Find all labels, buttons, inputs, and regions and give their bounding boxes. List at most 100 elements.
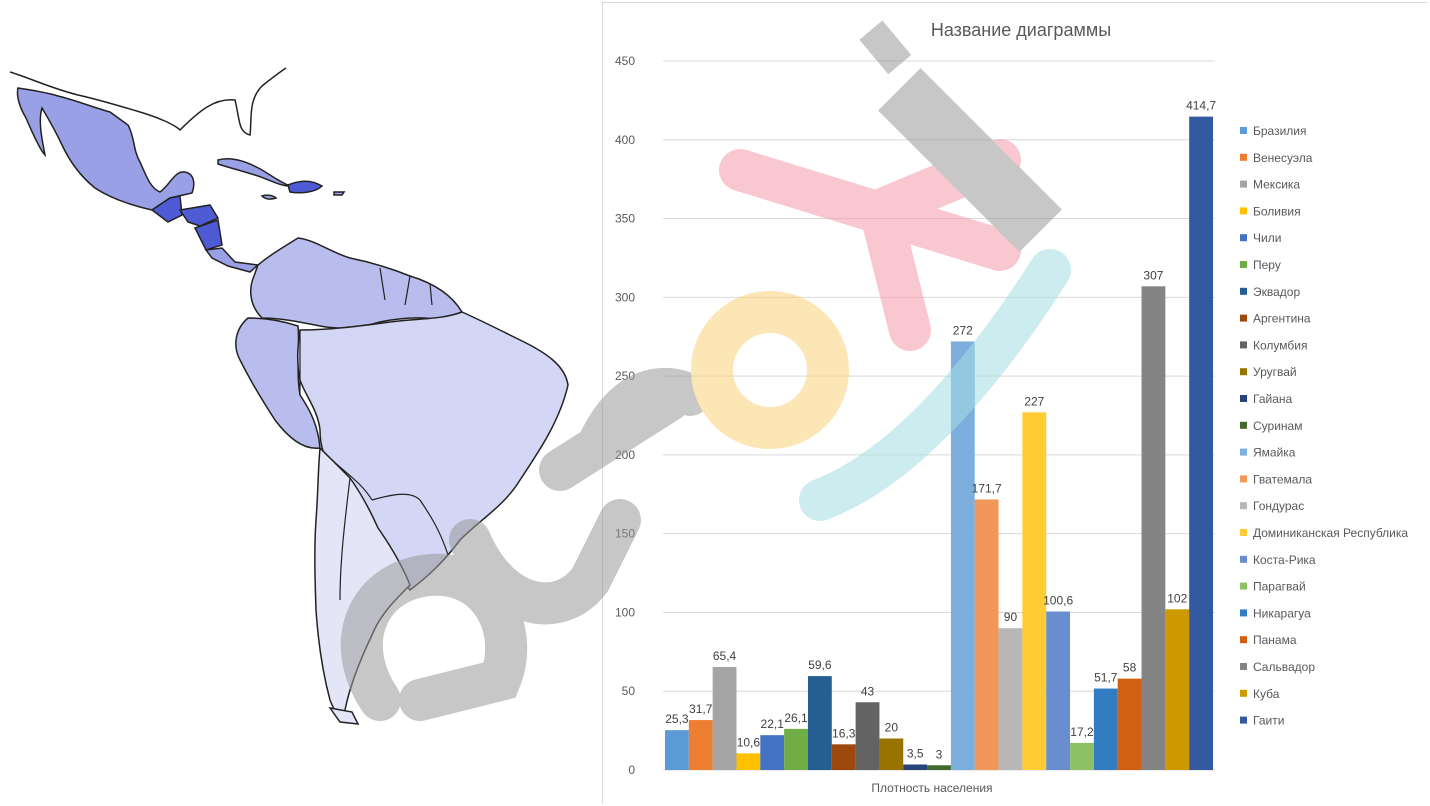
data-label: 51,7: [1094, 671, 1118, 685]
legend-swatch: [1240, 448, 1247, 456]
region-puerto-rico: [333, 191, 346, 196]
legend-swatch: [1240, 689, 1247, 697]
legend-swatch: [1240, 153, 1247, 161]
data-labels: 25,331,7 65,4 10,622,1 26,1 59,6 16,3 43 20 3,5 3…: [665, 99, 1216, 762]
legend-entry: Венесуэла: [1253, 151, 1313, 165]
latin-america-map: [9, 67, 569, 725]
region-hispaniola: [287, 180, 324, 194]
legend-swatch: [1240, 609, 1247, 617]
legend-swatch: [1240, 127, 1247, 134]
legend-swatch: [1240, 421, 1247, 429]
bar: [688, 720, 713, 770]
bar: [950, 341, 975, 770]
legend-entry: Мексика: [1253, 178, 1300, 192]
y-tick-label: 100: [615, 605, 635, 619]
data-label: 90: [1004, 610, 1018, 624]
data-label: 58: [1123, 661, 1137, 675]
data-label: 10,6: [737, 735, 761, 749]
legend-swatch: [1240, 180, 1247, 188]
legend-entry: Бразилия: [1253, 124, 1307, 138]
legend-entry: Парагвай: [1253, 580, 1306, 594]
data-label: 227: [1024, 394, 1044, 408]
legend-swatch: [1240, 207, 1247, 215]
legend-entry: Никарагуа: [1253, 606, 1311, 620]
y-tick-label: 350: [615, 212, 635, 226]
bar: [855, 702, 880, 770]
data-label: 59,6: [808, 658, 832, 672]
legend-entry: Колумбия: [1253, 338, 1307, 352]
region-nicaragua: [193, 218, 223, 251]
data-label: 20: [885, 720, 899, 734]
data-label: 26,1: [784, 711, 808, 725]
bar: [784, 728, 808, 770]
bar: [760, 735, 785, 770]
legend-swatch: [1240, 287, 1247, 295]
y-tick-label: 250: [615, 369, 635, 383]
legend-swatch: [1240, 529, 1247, 536]
legend-entry: Чили: [1253, 231, 1281, 245]
region-mexico: [16, 87, 195, 211]
legend-swatch: [1240, 555, 1247, 563]
legend-swatch: [1240, 663, 1247, 670]
legend-entry: Коста-Рика: [1253, 553, 1316, 567]
bar: [1070, 742, 1094, 770]
bar: [665, 730, 689, 770]
y-axis-ticks: 0 50 100 150 200 250 300 350 400 450: [615, 54, 635, 777]
y-tick-label: 50: [622, 684, 636, 698]
data-label: 3: [936, 747, 943, 761]
chart-title: Название диаграммы: [931, 20, 1111, 40]
region-jamaica: [260, 194, 278, 200]
legend-entry: Эквадор: [1253, 285, 1300, 299]
bar: [879, 738, 904, 770]
data-label: 31,7: [689, 702, 713, 716]
legend-swatch: [1240, 395, 1247, 402]
legend-swatch: [1240, 475, 1247, 483]
legend-swatch: [1240, 261, 1247, 268]
legend-entry: Перу: [1253, 258, 1281, 272]
data-label: 100,6: [1043, 593, 1073, 607]
legend: Бразилия Венесуэла Мексика Боливия Чили Перу Э…: [1240, 124, 1408, 728]
bar: [1117, 678, 1142, 770]
bar: [807, 676, 832, 770]
legend-entry: Гватемала: [1253, 472, 1312, 486]
legend-entry: Суринам: [1253, 419, 1302, 433]
bar: [1141, 286, 1166, 770]
legend-entry: Гайана: [1253, 392, 1293, 406]
data-label: 414,7: [1186, 99, 1216, 113]
bar: [927, 765, 951, 770]
data-label: 43: [861, 684, 875, 698]
legend-swatch: [1240, 502, 1247, 510]
north-coastline: [9, 67, 287, 136]
legend-entry: Уругвай: [1253, 365, 1297, 379]
legend-swatch: [1240, 234, 1247, 242]
data-label: 22,1: [761, 717, 785, 731]
bar: [903, 764, 928, 770]
legend-entry: Сальвадор: [1253, 660, 1315, 674]
data-label: 3,5: [907, 746, 924, 760]
legend-entry: Куба: [1253, 687, 1280, 701]
region-honduras: [178, 204, 220, 227]
legend-swatch: [1240, 582, 1247, 590]
legend-entry: Панама: [1253, 633, 1297, 647]
data-label: 16,3: [832, 726, 856, 740]
bar: [831, 744, 856, 770]
bar: [1189, 116, 1213, 770]
legend-swatch: [1240, 314, 1247, 322]
bar: [974, 499, 999, 770]
density-bar-chart: Название диаграммы 0 50 100 150 200 250 300 350…: [615, 20, 1408, 795]
y-tick-label: 450: [615, 54, 635, 68]
legend-swatch: [1240, 636, 1247, 644]
bar: [1046, 611, 1071, 770]
data-label: 272: [953, 323, 973, 337]
legend-entry: Аргентина: [1253, 312, 1311, 326]
y-tick-label: 400: [615, 133, 635, 147]
data-label: 25,3: [665, 712, 689, 726]
legend-entry: Ямайка: [1253, 446, 1296, 460]
data-label: 17,2: [1070, 725, 1094, 739]
y-tick-label: 200: [615, 448, 635, 462]
data-label: 65,4: [713, 649, 737, 663]
legend-entry: Доминиканская Республика: [1253, 526, 1408, 540]
x-axis-label: Плотность населения: [871, 781, 992, 795]
y-tick-label: 150: [615, 527, 635, 541]
legend-entry: Боливия: [1253, 204, 1301, 218]
